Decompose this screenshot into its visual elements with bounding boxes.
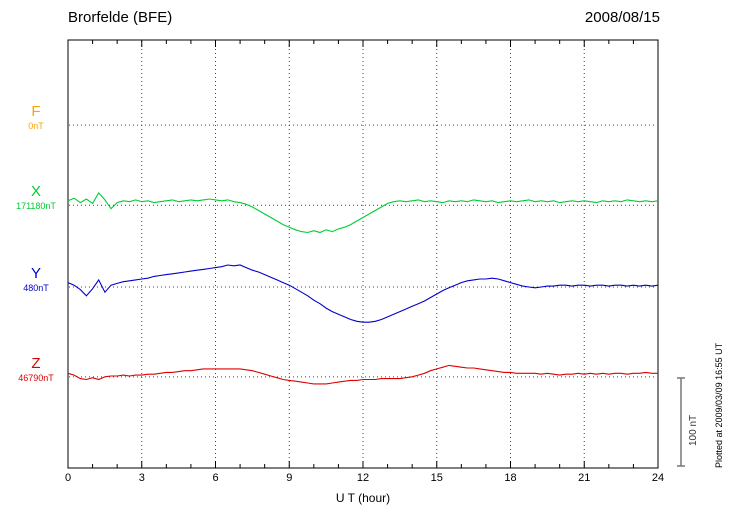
x-tick-label: 3 xyxy=(138,472,145,484)
channel-label-y: Y 480nT xyxy=(2,265,70,294)
channel-baseline-z: 46790nT xyxy=(18,373,54,383)
channel-letter-y: Y xyxy=(30,265,41,282)
scale-bar-label: 100 nT xyxy=(688,414,699,446)
channel-label-f: F 0nT xyxy=(2,103,70,132)
x-tick-label: 9 xyxy=(286,472,293,484)
channel-letter-z: Z xyxy=(31,355,41,372)
channel-label-z: Z 46790nT xyxy=(2,355,70,384)
x-tick-label: 18 xyxy=(504,472,517,484)
station-title: Brorfelde (BFE) xyxy=(68,9,173,26)
x-tick-label: 6 xyxy=(212,472,219,484)
x-tick-label: 12 xyxy=(356,472,370,484)
plotted-at-note: Plotted at 2009/03/09 16:55 UT xyxy=(714,342,724,468)
x-tick-label: 24 xyxy=(651,472,665,484)
x-tick-label: 21 xyxy=(578,472,591,484)
plot-date: 2008/08/15 xyxy=(584,9,660,26)
x-axis-title: U T (hour) xyxy=(335,491,391,505)
channel-baseline-y: 480nT xyxy=(23,283,49,293)
x-tick-label: 15 xyxy=(430,472,443,484)
channel-label-x: X 171180nT xyxy=(2,183,70,212)
channel-letter-x: X xyxy=(30,183,41,200)
channel-letter-f: F xyxy=(31,103,41,120)
x-tick-label: 0 xyxy=(64,472,72,484)
channel-baseline-f: 0nT xyxy=(28,121,44,131)
channel-baseline-x: 171180nT xyxy=(16,201,56,211)
